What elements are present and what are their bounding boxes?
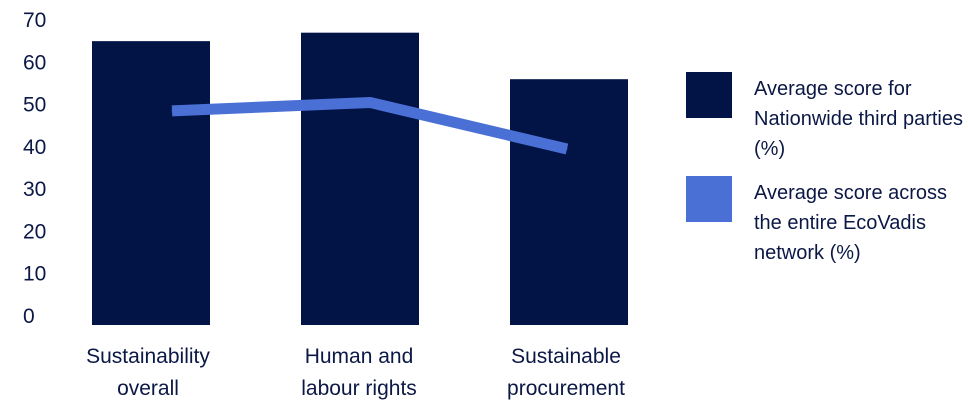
x-category-label-0: Sustainability overall [86,345,210,400]
legend: Average score for Nationwide third parti… [686,72,966,268]
legend-swatch-nationwide [686,72,732,118]
line-point-0 [171,110,173,112]
line-series [171,96,569,155]
line-point-1 [369,101,371,103]
y-axis: 0 10 20 30 40 50 60 70 [23,9,46,328]
y-tick-label-0: 0 [23,305,35,328]
y-tick-label-70: 70 [23,9,46,32]
legend-label-nationwide: Average score for Nationwide third parti… [754,78,963,160]
line-point-2 [566,148,568,150]
legend-item-nationwide: Average score for Nationwide third parti… [686,72,966,164]
y-tick-label-60: 60 [23,51,46,74]
legend-item-ecovadis: Average score across the entire EcoVadis… [686,176,966,268]
y-tick-label-40: 40 [23,136,46,159]
y-tick-label-50: 50 [23,94,46,117]
y-tick-label-10: 10 [23,263,46,286]
x-axis: Sustainability overall Human and labour rig… [86,345,625,400]
bar-2 [510,79,628,325]
legend-swatch-ecovadis [686,176,732,222]
y-tick-label-30: 30 [23,178,46,201]
y-tick-label-20: 20 [23,220,46,243]
bar-0 [92,41,210,326]
legend-label-ecovadis: Average score across the entire EcoVadis… [754,182,948,264]
x-category-label-1: Human and labour rights [301,345,417,400]
bar-series [92,32,628,326]
x-category-label-2: Sustainable procurement [507,345,625,400]
bar-1 [301,32,419,325]
